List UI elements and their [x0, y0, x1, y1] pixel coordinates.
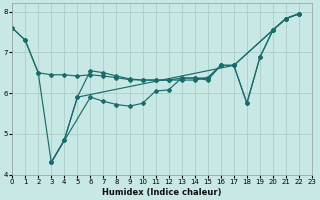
X-axis label: Humidex (Indice chaleur): Humidex (Indice chaleur) — [102, 188, 222, 197]
